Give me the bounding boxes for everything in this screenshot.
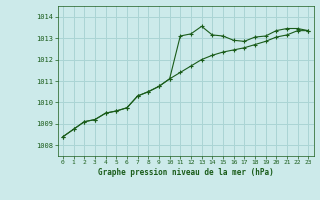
X-axis label: Graphe pression niveau de la mer (hPa): Graphe pression niveau de la mer (hPa) [98, 168, 274, 177]
